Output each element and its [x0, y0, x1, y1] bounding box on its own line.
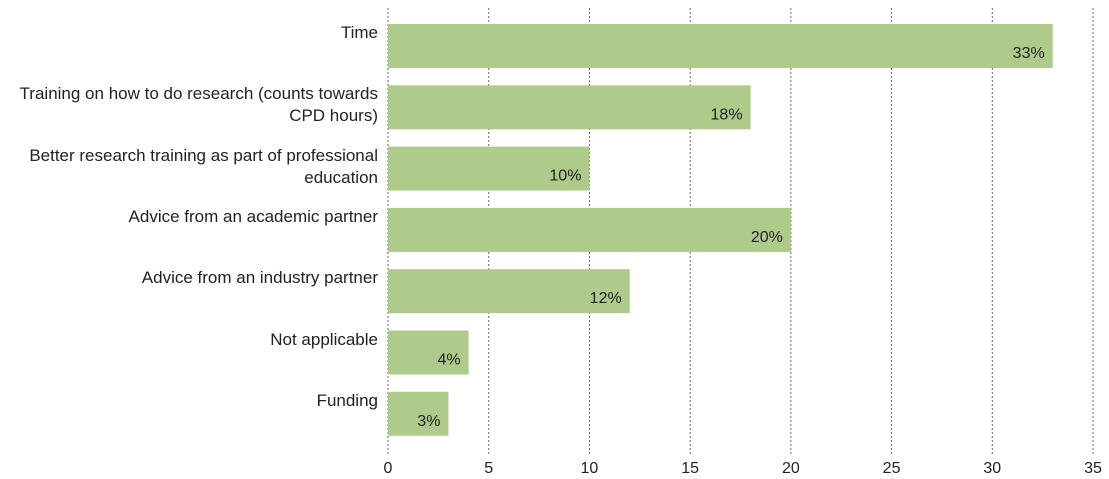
bar: [388, 330, 469, 375]
bar: [388, 391, 449, 436]
category-label: Not applicable: [270, 329, 378, 349]
value-label: 10%: [549, 168, 581, 185]
x-tick-label: 30: [983, 460, 1001, 477]
category-label: Training on how to do research (counts t…: [19, 84, 378, 126]
bar: [388, 146, 590, 191]
value-label: 3%: [417, 413, 440, 430]
x-tick-label: 10: [581, 460, 599, 477]
bar: [388, 85, 751, 130]
x-tick-label: 35: [1084, 460, 1102, 477]
x-tick-label: 5: [484, 460, 493, 477]
bar: [388, 207, 791, 252]
value-label: 4%: [437, 352, 460, 369]
category-label: Advice from an academic partner: [128, 206, 378, 226]
category-label: Advice from an industry partner: [141, 268, 378, 288]
value-label: 12%: [590, 290, 622, 307]
bar: [388, 24, 1053, 68]
x-tick-label: 0: [384, 460, 393, 477]
category-label: Time: [340, 23, 378, 42]
bar: [388, 269, 630, 314]
category-label: Better research training as part of prof…: [29, 145, 378, 187]
x-tick-label: 15: [681, 460, 699, 477]
value-label: 33%: [1013, 45, 1045, 62]
value-label: 18%: [711, 106, 743, 123]
value-label: 20%: [751, 229, 783, 246]
category-label: Funding: [316, 390, 378, 410]
x-tick-label: 25: [883, 460, 901, 477]
x-tick-label: 20: [782, 460, 800, 477]
